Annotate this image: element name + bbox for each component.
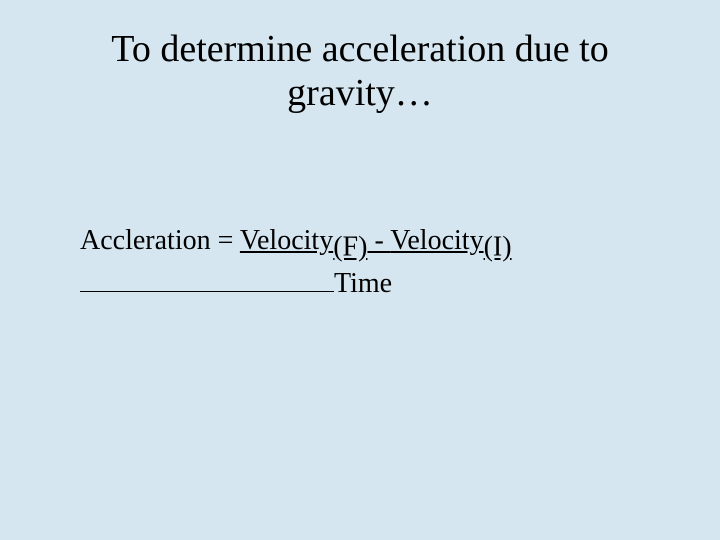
- slide: To determine acceleration due to gravity…: [0, 0, 720, 540]
- velocity-final: Velocity: [240, 225, 333, 256]
- denominator-time: Time: [334, 268, 392, 299]
- formula-numerator-line: Accleration = Velocity(F) - Velocity(I): [80, 225, 680, 264]
- formula-denominator-line: Time: [80, 266, 680, 300]
- formula: Accleration = Velocity(F) - Velocity(I) …: [80, 225, 680, 300]
- velocity-initial: Velocity: [390, 225, 483, 256]
- minus-sign: -: [367, 225, 390, 256]
- leading-underline: [80, 266, 334, 292]
- formula-lhs: Accleration =: [80, 225, 240, 256]
- title-line-2: gravity…: [287, 72, 433, 114]
- subscript-i: (I): [484, 232, 512, 263]
- subscript-f: (F): [333, 232, 367, 263]
- title-line-1: To determine acceleration due to: [111, 28, 608, 70]
- slide-title: To determine acceleration due to gravity…: [60, 28, 660, 115]
